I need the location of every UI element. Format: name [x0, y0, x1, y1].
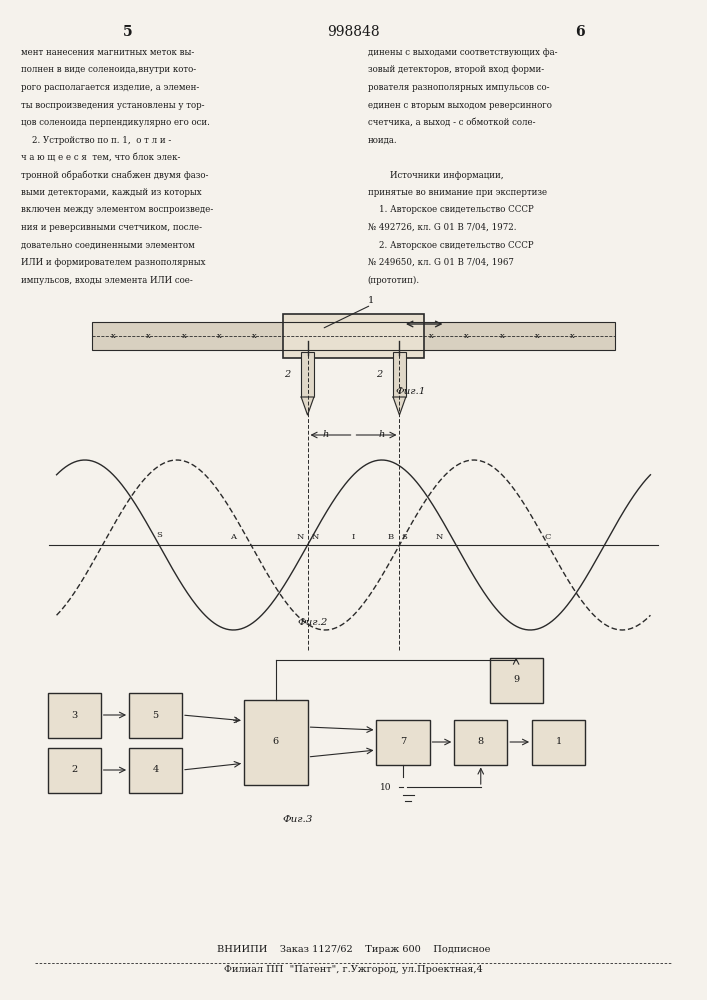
Text: 1. Авторское свидетельство СССР: 1. Авторское свидетельство СССР — [368, 206, 533, 215]
Text: S: S — [156, 531, 162, 539]
Text: Филиал ПП  "Патент", г.Ужгород, ул.Проектная,4: Филиал ПП "Патент", г.Ужгород, ул.Проект… — [224, 965, 483, 974]
Bar — [301, 352, 314, 397]
Text: N: N — [311, 533, 318, 541]
Text: ния и реверсивными счетчиком, после-: ния и реверсивными счетчиком, после- — [21, 223, 202, 232]
Text: 998848: 998848 — [327, 25, 380, 39]
Text: Фиг.3: Фиг.3 — [283, 815, 313, 824]
Text: рого располагается изделие, а элемен-: рого располагается изделие, а элемен- — [21, 83, 199, 92]
Bar — [532, 719, 585, 764]
Text: 2. Авторское свидетельство СССР: 2. Авторское свидетельство СССР — [368, 240, 533, 249]
Text: ноида.: ноида. — [368, 136, 397, 145]
Bar — [489, 658, 542, 702]
Text: x: x — [182, 332, 186, 340]
Text: ч а ю щ е е с я  тем, что блок элек-: ч а ю щ е е с я тем, что блок элек- — [21, 153, 180, 162]
Bar — [129, 748, 182, 792]
Text: цов соленоида перпендикулярно его оси.: цов соленоида перпендикулярно его оси. — [21, 118, 210, 127]
Text: -: - — [237, 759, 240, 768]
Text: мент нанесения магнитных меток вы-: мент нанесения магнитных меток вы- — [21, 48, 194, 57]
Text: принятые во внимание при экспертизе: принятые во внимание при экспертизе — [368, 188, 547, 197]
Text: 9: 9 — [513, 676, 519, 684]
Text: N: N — [297, 533, 304, 541]
Text: x: x — [535, 332, 539, 340]
Text: x: x — [111, 332, 115, 340]
Text: x: x — [217, 332, 221, 340]
Text: ИЛИ и формирователем разнополярных: ИЛИ и формирователем разнополярных — [21, 258, 206, 267]
Text: 8: 8 — [478, 738, 484, 746]
Text: 10: 10 — [380, 782, 391, 792]
Text: включен между элементом воспроизведе-: включен между элементом воспроизведе- — [21, 206, 214, 215]
Polygon shape — [393, 397, 406, 415]
Text: 2: 2 — [71, 766, 77, 774]
Text: тронной обработки снабжен двумя фазо-: тронной обработки снабжен двумя фазо- — [21, 171, 209, 180]
Bar — [376, 719, 429, 764]
Text: N: N — [435, 533, 443, 541]
Bar — [129, 693, 182, 738]
Text: динены с выходами соответствующих фа-: динены с выходами соответствующих фа- — [368, 48, 557, 57]
Text: импульсов, входы элемента ИЛИ сое-: импульсов, входы элемента ИЛИ сое- — [21, 276, 193, 285]
Bar — [92, 322, 615, 350]
Text: 1: 1 — [556, 738, 561, 746]
Text: ВНИИПИ    Заказ 1127/62    Тираж 600    Подписное: ВНИИПИ Заказ 1127/62 Тираж 600 Подписное — [217, 945, 490, 954]
Text: 6: 6 — [575, 25, 585, 39]
Text: x: x — [571, 332, 575, 340]
Text: Фиг.2: Фиг.2 — [297, 618, 327, 627]
Polygon shape — [301, 397, 314, 415]
Text: 3: 3 — [71, 710, 77, 720]
Text: № 249650, кл. G 01 B 7/04, 1967: № 249650, кл. G 01 B 7/04, 1967 — [368, 258, 513, 267]
Bar — [455, 719, 508, 764]
Text: 2: 2 — [376, 370, 382, 379]
Text: Фиг.1: Фиг.1 — [396, 387, 426, 396]
Text: h: h — [322, 430, 328, 439]
Text: 2. Устройство по п. 1,  о т л и -: 2. Устройство по п. 1, о т л и - — [21, 136, 172, 145]
Text: x: x — [429, 332, 433, 340]
Text: A: A — [230, 533, 236, 541]
Text: (прототип).: (прототип). — [368, 276, 420, 285]
Text: выми детекторами, каждый из которых: выми детекторами, каждый из которых — [21, 188, 201, 197]
Text: C: C — [544, 533, 551, 541]
Bar — [283, 314, 424, 358]
Text: ты воспроизведения установлены у тор-: ты воспроизведения установлены у тор- — [21, 101, 205, 109]
Text: Источники информации,: Источники информации, — [368, 171, 503, 180]
Text: B: B — [387, 533, 394, 541]
Text: № 492726, кл. G 01 B 7/04, 1972.: № 492726, кл. G 01 B 7/04, 1972. — [368, 223, 516, 232]
Text: x: x — [252, 332, 257, 340]
Text: 7: 7 — [400, 738, 406, 746]
Text: 5: 5 — [122, 25, 132, 39]
Text: h: h — [379, 430, 385, 439]
Text: 5: 5 — [153, 710, 158, 720]
Text: довательно соединенными элементом: довательно соединенными элементом — [21, 240, 195, 249]
Bar — [244, 700, 308, 784]
Text: зовый детекторов, второй вход форми-: зовый детекторов, второй вход форми- — [368, 66, 544, 75]
Bar — [47, 693, 101, 738]
Text: x: x — [464, 332, 469, 340]
Text: +: + — [232, 716, 240, 725]
Bar — [92, 322, 615, 350]
Text: x: x — [146, 332, 151, 340]
Text: счетчика, а выход - с обмоткой соле-: счетчика, а выход - с обмоткой соле- — [368, 118, 535, 127]
Text: S: S — [402, 533, 407, 541]
Text: полнен в виде соленоида,внутри кото-: полнен в виде соленоида,внутри кото- — [21, 66, 197, 75]
Text: рователя разнополярных импульсов со-: рователя разнополярных импульсов со- — [368, 83, 549, 92]
Text: I: I — [352, 533, 355, 541]
Text: единен с вторым выходом реверсинного: единен с вторым выходом реверсинного — [368, 101, 551, 109]
Text: 2: 2 — [284, 370, 291, 379]
Text: 6: 6 — [273, 738, 279, 746]
Text: 4: 4 — [153, 766, 158, 774]
Bar — [47, 748, 101, 792]
Bar — [393, 352, 406, 397]
Text: x: x — [500, 332, 504, 340]
Text: 1: 1 — [368, 296, 374, 305]
